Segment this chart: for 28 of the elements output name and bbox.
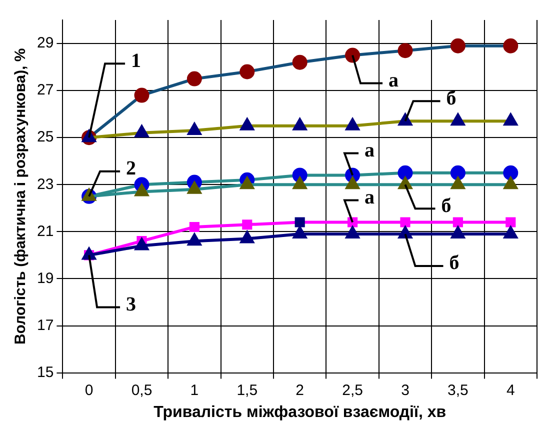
y-tick-label: 25: [36, 128, 54, 146]
x-tick-label: 2: [296, 382, 304, 399]
annotation: а: [364, 139, 375, 162]
y-tick-label: 17: [36, 316, 54, 334]
y-axis-title: Вологість (фактична і розрахункова), %: [12, 48, 30, 345]
x-tick-label: 0,5: [131, 382, 152, 399]
y-tick-label: 19: [36, 270, 54, 287]
annotation: б: [441, 194, 452, 217]
annotation: б: [446, 87, 456, 110]
annotation: а: [364, 186, 375, 208]
x-tick-label: 3,5: [448, 382, 468, 399]
y-tick-label: 29: [36, 34, 54, 52]
annotation: а: [388, 69, 399, 92]
x-tick-label: 3: [401, 382, 410, 399]
x-tick-label: 4: [506, 382, 515, 399]
annotation: б: [449, 252, 460, 274]
annotation: 2: [126, 158, 136, 180]
x-tick-label: 0: [84, 382, 94, 399]
y-tick-label: 23: [36, 176, 54, 193]
x-tick-label: 1: [190, 382, 199, 399]
x-axis-title: Тривалість міжфазової взаємодії, хв: [154, 404, 446, 421]
y-tick-label: 27: [36, 82, 54, 99]
y-tick-label: 21: [36, 222, 54, 240]
x-tick-label: 1,5: [236, 382, 258, 399]
y-tick-label: 15: [36, 364, 54, 381]
annotation: 1: [131, 50, 142, 72]
annotation: 3: [126, 293, 136, 316]
x-tick-label: 2,5: [342, 382, 363, 399]
